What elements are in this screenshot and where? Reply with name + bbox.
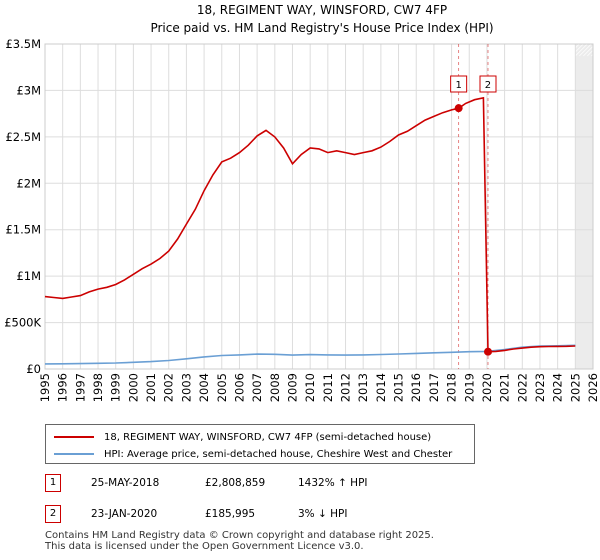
sale-marker-1 bbox=[454, 104, 463, 113]
legend-property-label: 18, REGIMENT WAY, WINSFORD, CW7 4FP (sem… bbox=[104, 431, 432, 443]
x-tick-label: 1996 bbox=[56, 373, 70, 402]
plot-border bbox=[44, 43, 594, 370]
future-hatch bbox=[567, 43, 580, 57]
future-hatch bbox=[575, 43, 588, 57]
chart-badge-2 bbox=[479, 75, 497, 93]
x-tick-label: 2002 bbox=[162, 373, 176, 402]
property-series-line bbox=[44, 96, 576, 353]
y-tick-label: £2M bbox=[16, 176, 41, 190]
x-tick-label: 2026 bbox=[586, 373, 600, 402]
legend-item-hpi: HPI: Average price, semi-detached house,… bbox=[54, 446, 452, 462]
footer-licence: This data is licensed under the Open Gov… bbox=[45, 541, 364, 552]
x-tick-label: 2018 bbox=[445, 373, 459, 402]
x-tick-label: 2024 bbox=[551, 373, 565, 402]
x-tick-label: 2009 bbox=[285, 373, 299, 402]
x-tick-label: 2025 bbox=[568, 373, 582, 402]
x-tick-label: 2004 bbox=[197, 373, 211, 402]
future-hatch bbox=[595, 50, 600, 57]
legend-property-swatch bbox=[54, 436, 94, 438]
x-tick-label: 2022 bbox=[515, 373, 529, 402]
x-tick-label: 2013 bbox=[356, 373, 370, 402]
transaction-date-2: 23-JAN-2020 bbox=[91, 508, 158, 520]
transaction-badge-2: 2 bbox=[45, 505, 61, 523]
x-tick-label: 2015 bbox=[392, 373, 406, 402]
x-tick-label: 2019 bbox=[462, 373, 476, 402]
transaction-row-2: 2 23-JAN-2020 £185,995 3% ↓ HPI bbox=[45, 505, 565, 525]
transaction-badge-1: 1 bbox=[45, 474, 61, 492]
x-tick-label: 2000 bbox=[126, 373, 140, 402]
x-tick-label: 1998 bbox=[91, 373, 105, 402]
x-tick-label: 2007 bbox=[250, 373, 264, 402]
x-tick-label: 2016 bbox=[409, 373, 423, 402]
legend-hpi-label: HPI: Average price, semi-detached house,… bbox=[104, 448, 453, 460]
price-chart: 18, REGIMENT WAY, WINSFORD, CW7 4FP Pric… bbox=[4, 3, 600, 402]
x-tick-label: 1997 bbox=[73, 373, 87, 402]
x-tick-label: 2021 bbox=[498, 373, 512, 402]
y-tick-label: £1M bbox=[16, 269, 41, 283]
footer: Contains HM Land Registry data © Crown c… bbox=[45, 530, 434, 552]
y-tick-label: £2.5M bbox=[5, 130, 41, 144]
chart-title: 18, REGIMENT WAY, WINSFORD, CW7 4FP bbox=[197, 3, 447, 17]
chart-badge-label-1: 1 bbox=[455, 80, 461, 91]
y-tick-label: £3.5M bbox=[5, 37, 41, 51]
x-tick-label: 2014 bbox=[374, 373, 388, 402]
y-tick-label: £0 bbox=[26, 362, 41, 376]
x-tick-label: 2006 bbox=[232, 373, 246, 402]
x-tick-label: 2023 bbox=[533, 373, 547, 402]
legend-item-property: 18, REGIMENT WAY, WINSFORD, CW7 4FP (sem… bbox=[54, 429, 431, 445]
x-tick-label: 2012 bbox=[339, 373, 353, 402]
future-hatch bbox=[571, 43, 584, 57]
chart-badge-1 bbox=[450, 75, 468, 93]
x-tick-label: 2005 bbox=[215, 373, 229, 402]
x-tick-label: 1999 bbox=[109, 373, 123, 402]
x-tick-label: 2008 bbox=[268, 373, 282, 402]
legend-hpi-swatch bbox=[54, 453, 94, 455]
future-hatch bbox=[563, 43, 576, 57]
x-tick-label: 2003 bbox=[179, 373, 193, 402]
transaction-hpi-1: 1432% ↑ HPI bbox=[298, 477, 368, 489]
chart-badge-label-2: 2 bbox=[485, 80, 491, 91]
y-tick-label: £3M bbox=[16, 83, 41, 97]
future-hatch bbox=[579, 43, 592, 57]
x-tick-label: 2011 bbox=[321, 373, 335, 402]
transaction-price-1: £2,808,859 bbox=[205, 477, 266, 489]
y-tick-label: £1.5M bbox=[5, 223, 41, 237]
y-tick-label: £500K bbox=[4, 316, 41, 330]
x-tick-label: 2020 bbox=[480, 373, 494, 402]
x-tick-label: 2010 bbox=[303, 373, 317, 402]
future-shading bbox=[575, 44, 593, 369]
transaction-price-2: £185,995 bbox=[205, 508, 256, 520]
transaction-hpi-2: 3% ↓ HPI bbox=[298, 508, 348, 520]
x-tick-label: 2001 bbox=[144, 373, 158, 402]
x-tick-label: 1995 bbox=[38, 373, 52, 402]
transaction-row-1: 1 25-MAY-2018 £2,808,859 1432% ↑ HPI bbox=[45, 474, 565, 494]
sale-marker-2 bbox=[483, 347, 492, 356]
legend: 18, REGIMENT WAY, WINSFORD, CW7 4FP (sem… bbox=[45, 424, 475, 464]
transaction-date-1: 25-MAY-2018 bbox=[91, 477, 160, 489]
footer-copyright: Contains HM Land Registry data © Crown c… bbox=[45, 530, 434, 541]
chart-subtitle: Price paid vs. HM Land Registry's House … bbox=[150, 21, 493, 35]
x-tick-label: 2017 bbox=[427, 373, 441, 402]
